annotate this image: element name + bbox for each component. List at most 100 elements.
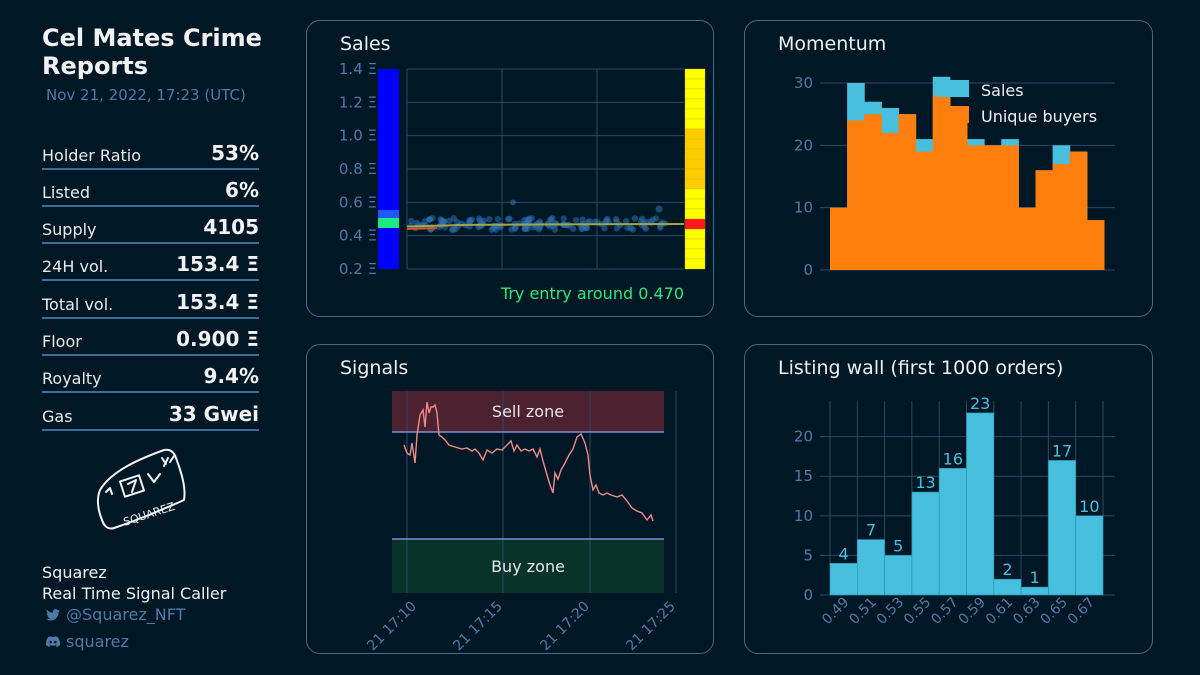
stat-value: 33 Gwei	[168, 401, 259, 426]
sales-exit-band	[684, 188, 706, 200]
momentum-legend-swatch	[937, 106, 969, 123]
stat-row-holder-ratio: Holder Ratio 53%	[42, 134, 259, 170]
momentum-legend-swatch	[937, 80, 969, 97]
sales-point	[510, 199, 516, 206]
momentum-panel: Momentum 0 10 20 30 Sales Unique buyers	[744, 20, 1153, 317]
sales-low-line	[406, 227, 438, 230]
sales-exit-band	[684, 208, 706, 220]
stat-row-supply: Supply 4105	[42, 209, 259, 245]
signals-panel: Signals Sell zone Buy zone 21 17:10 21 17:1…	[306, 344, 714, 654]
listing-xtick-label: 0.51	[846, 595, 879, 628]
sales-point	[566, 222, 573, 229]
stat-row-gas: Gas 33 Gwei	[42, 395, 259, 431]
sales-exit-band	[684, 168, 706, 180]
sales-exit-band	[684, 118, 706, 130]
sales-point	[486, 216, 493, 223]
momentum-ytick-label: 20	[794, 136, 813, 154]
sales-point	[524, 216, 531, 223]
momentum-chart: 0 10 20 30 Sales Unique buyers	[794, 74, 1115, 279]
momentum-chart-title: Momentum	[778, 33, 887, 55]
sales-exit-band	[684, 178, 706, 190]
sales-chart: 1.4 Ξ 1.2 Ξ 1.0 Ξ 0.8 Ξ 0.6 Ξ 0.4 Ξ 0.2 Ξ Try e…	[339, 60, 706, 303]
signals-xtick-label: 21 17:20	[537, 599, 593, 653]
listing-xtick-label: 0.65	[1038, 595, 1071, 628]
sales-point	[494, 215, 502, 223]
listing-bar-label: 17	[1052, 441, 1072, 460]
buy-zone	[392, 539, 664, 593]
sales-point	[572, 216, 580, 224]
sales-point	[579, 224, 586, 232]
momentum-legend-label: Unique buyers	[981, 107, 1097, 126]
stat-label: Total vol.	[42, 294, 114, 314]
sales-entry-marker-glow	[378, 210, 399, 218]
listing-ytick-label: 15	[794, 467, 813, 485]
momentum-buyers-bar	[864, 114, 882, 271]
sales-point	[560, 215, 567, 222]
momentum-buyers-bar	[830, 207, 848, 270]
sales-exit-band	[684, 248, 706, 260]
listing-wall-chart-title: Listing wall (first 1000 orders)	[778, 357, 1064, 379]
listing-xtick-label: 0.61	[983, 595, 1016, 628]
listing-bar-label: 16	[943, 449, 963, 468]
sales-point	[421, 217, 429, 225]
sales-ytick-label: 1.0 Ξ	[339, 127, 377, 145]
brand-block: Squarez Real Time Signal Caller	[42, 562, 226, 604]
stat-label: Listed	[42, 182, 90, 202]
stat-value: 0.900 Ξ	[176, 326, 259, 351]
momentum-buyers-bar	[915, 151, 934, 270]
listing-xtick-label: 0.49	[819, 595, 852, 628]
discord-link[interactable]: squarez	[46, 632, 129, 651]
momentum-buyers-bar	[949, 107, 968, 270]
listing-ytick-label: 10	[794, 507, 813, 525]
listing-bar	[938, 468, 967, 596]
sidebar: Cel Mates Crime Reports Nov 21, 2022, 17…	[0, 0, 290, 675]
sales-ytick-label: 0.4 Ξ	[339, 227, 377, 245]
stat-row-royalty: Royalty 9.4%	[42, 358, 259, 394]
sales-entry-marker	[378, 218, 399, 228]
listing-bar-label: 13	[915, 473, 935, 492]
sales-ytick-label: 1.4 Ξ	[339, 60, 377, 78]
momentum-buyers-bar	[847, 120, 865, 271]
listing-bar-label: 1	[1030, 568, 1040, 587]
listing-ytick-label: 5	[803, 546, 813, 564]
stat-label: Royalty	[42, 369, 102, 389]
discord-handle[interactable]: squarez	[66, 632, 129, 651]
buy-zone-label: Buy zone	[491, 557, 565, 576]
page-title: Cel Mates Crime Reports	[42, 24, 262, 80]
stat-row-floor: Floor 0.900 Ξ	[42, 320, 259, 356]
sales-ytick-label: 1.2 Ξ	[339, 93, 377, 111]
signals-chart: Sell zone Buy zone 21 17:10 21 17:15 21 17:2…	[364, 391, 679, 653]
twitter-handle[interactable]: @Squarez_NFT	[66, 605, 186, 624]
listing-ytick-label: 0	[803, 586, 813, 604]
signals-line	[403, 401, 654, 522]
momentum-buyers-bar	[967, 145, 985, 270]
sales-point	[408, 217, 415, 225]
listing-bar-label: 2	[1002, 560, 1012, 579]
sales-point	[505, 215, 512, 223]
stat-row-total-volume: Total vol. 153.4 Ξ	[42, 283, 259, 319]
stat-value: 6%	[225, 177, 259, 202]
report-timestamp: Nov 21, 2022, 17:23 (UTC)	[46, 86, 246, 104]
sales-point	[583, 224, 591, 232]
stat-value: 53%	[211, 140, 259, 165]
listing-bar-label: 7	[866, 521, 876, 540]
sales-point	[623, 217, 630, 225]
momentum-buyers-bar	[984, 145, 1002, 270]
stats-list: Holder Ratio 53% Listed 6% Supply 4105 2…	[42, 134, 259, 432]
sales-exit-band	[684, 98, 706, 110]
sales-point	[454, 218, 461, 226]
listing-bar	[1048, 460, 1076, 596]
discord-icon	[46, 636, 60, 647]
sales-point	[446, 217, 453, 225]
sales-point	[508, 226, 515, 233]
stat-value: 153.4 Ξ	[176, 289, 259, 314]
squarez-logo: SQUAREZ	[96, 448, 186, 530]
sales-panel: Sales 1.4 Ξ 1.2 Ξ 1.0 Ξ 0.8 Ξ 0.6 Ξ 0.4 Ξ 0.2 …	[306, 20, 714, 317]
listing-bar	[966, 412, 995, 596]
sales-exit-band	[684, 258, 706, 270]
momentum-buyers-bar	[898, 114, 917, 271]
sales-point	[552, 220, 559, 227]
momentum-buyers-bar	[1086, 220, 1105, 270]
twitter-link[interactable]: @Squarez_NFT	[46, 605, 185, 624]
